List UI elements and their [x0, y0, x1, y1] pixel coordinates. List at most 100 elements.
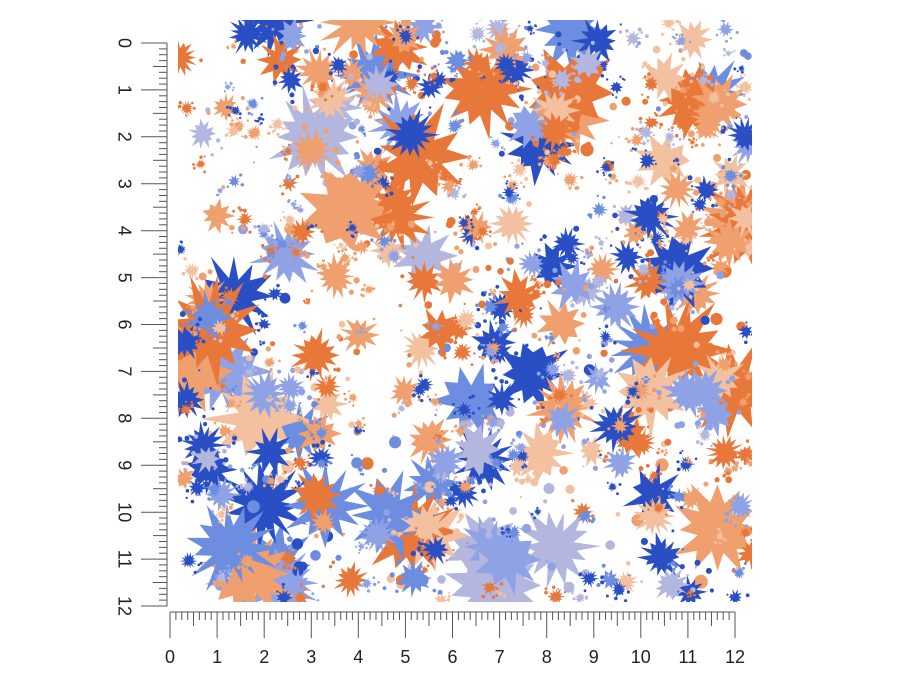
paint-splat	[733, 64, 746, 74]
left-ruler-label: 2	[114, 132, 134, 142]
paint-splat	[667, 484, 685, 503]
paint-splat	[357, 463, 367, 476]
paint-splat	[369, 480, 390, 498]
paint-splat	[276, 549, 298, 571]
paint-splat	[505, 524, 522, 543]
paint-splat	[494, 321, 515, 337]
paint-splat	[452, 307, 485, 337]
bottom-ruler-label: 3	[306, 647, 316, 667]
paint-splat	[513, 80, 521, 89]
paint-splat	[245, 96, 264, 116]
paint-splat	[743, 198, 752, 208]
paint-splat	[512, 45, 534, 69]
paint-splat	[271, 20, 322, 68]
paint-splat	[357, 509, 409, 554]
paint-splat	[253, 222, 273, 239]
paint-splat	[542, 226, 586, 270]
paint-splat	[178, 240, 186, 256]
paint-splat	[379, 246, 407, 265]
bottom-ruler-label: 0	[165, 647, 175, 667]
bottom-ruler-labels: 0 1 2 3 4 5 6 7 8 9 10 11 12	[165, 647, 745, 667]
paint-splat	[369, 222, 419, 269]
paint-splat	[268, 116, 289, 137]
splatter-blobs	[178, 20, 752, 602]
paint-splat	[708, 191, 729, 215]
paint-splat	[527, 283, 546, 300]
paint-splat	[688, 137, 698, 149]
paint-splat	[677, 271, 699, 299]
paint-splat	[431, 478, 446, 492]
paint-splat	[670, 116, 692, 138]
left-ruler-label: 7	[114, 366, 134, 376]
paint-splat	[510, 364, 531, 390]
paint-splat	[235, 478, 254, 496]
paint-splat	[478, 343, 502, 361]
paint-splat	[226, 578, 258, 602]
paint-splat	[178, 400, 194, 416]
paint-splat	[272, 64, 303, 105]
paint-splat	[695, 424, 713, 446]
paint-splat	[337, 249, 354, 266]
bottom-ruler-label: 8	[542, 647, 552, 667]
paint-splat	[359, 182, 456, 253]
paint-splat	[303, 298, 311, 305]
paint-splat	[552, 351, 561, 362]
paint-splat	[307, 439, 336, 468]
left-ruler-label: 0	[114, 38, 134, 48]
paint-splat	[493, 38, 508, 59]
bottom-ruler-label: 2	[259, 647, 269, 667]
paint-splat	[675, 368, 736, 429]
paint-splat	[581, 250, 593, 259]
paint-splat	[615, 487, 676, 537]
paint-splat	[532, 245, 603, 311]
paint-splat	[640, 59, 651, 69]
paint-splat	[294, 458, 310, 471]
paint-splat	[672, 156, 680, 166]
paint-splat	[227, 385, 237, 396]
paint-splat	[423, 66, 439, 86]
paint-splat	[445, 473, 486, 510]
bottom-ruler-label: 6	[447, 647, 457, 667]
paint-splat	[738, 527, 752, 542]
paint-splat	[457, 215, 475, 229]
paint-splat	[188, 326, 201, 338]
paint-splat	[452, 396, 475, 418]
paint-splat	[582, 353, 615, 403]
paint-splat	[283, 173, 293, 183]
paint-splat	[284, 124, 341, 173]
paint-splat	[707, 82, 730, 108]
paint-splat	[370, 231, 397, 248]
paint-splat	[598, 324, 617, 348]
paint-splat	[511, 158, 529, 181]
paint-splat	[401, 69, 421, 95]
bottom-ruler-label: 10	[631, 647, 651, 667]
paint-splat	[606, 481, 622, 496]
paint-splat	[638, 112, 664, 130]
paint-splat	[322, 375, 331, 385]
paint-splat	[225, 105, 242, 120]
paint-splat	[344, 390, 358, 407]
paint-splat	[254, 113, 265, 125]
paint-splat	[493, 53, 518, 83]
paint-splat	[374, 157, 397, 180]
paint-splat	[734, 439, 752, 466]
paint-splat	[275, 392, 302, 415]
bottom-ruler-label: 9	[589, 647, 599, 667]
paint-splat	[674, 81, 690, 99]
paint-splat	[641, 375, 651, 387]
paint-splat	[469, 22, 493, 49]
paint-splat	[735, 73, 752, 102]
paint-splat	[543, 64, 582, 96]
paint-splat	[537, 53, 551, 73]
paint-splat	[185, 478, 208, 504]
paint-splat	[264, 283, 284, 301]
bottom-ruler-label: 5	[400, 647, 410, 667]
paint-splat	[181, 257, 200, 281]
paint-splat	[477, 334, 519, 373]
paint-splat	[505, 242, 558, 279]
paint-splat	[312, 367, 346, 401]
paint-splat	[624, 173, 649, 194]
left-ruler-label: 12	[114, 596, 134, 616]
paint-splat	[724, 491, 752, 528]
